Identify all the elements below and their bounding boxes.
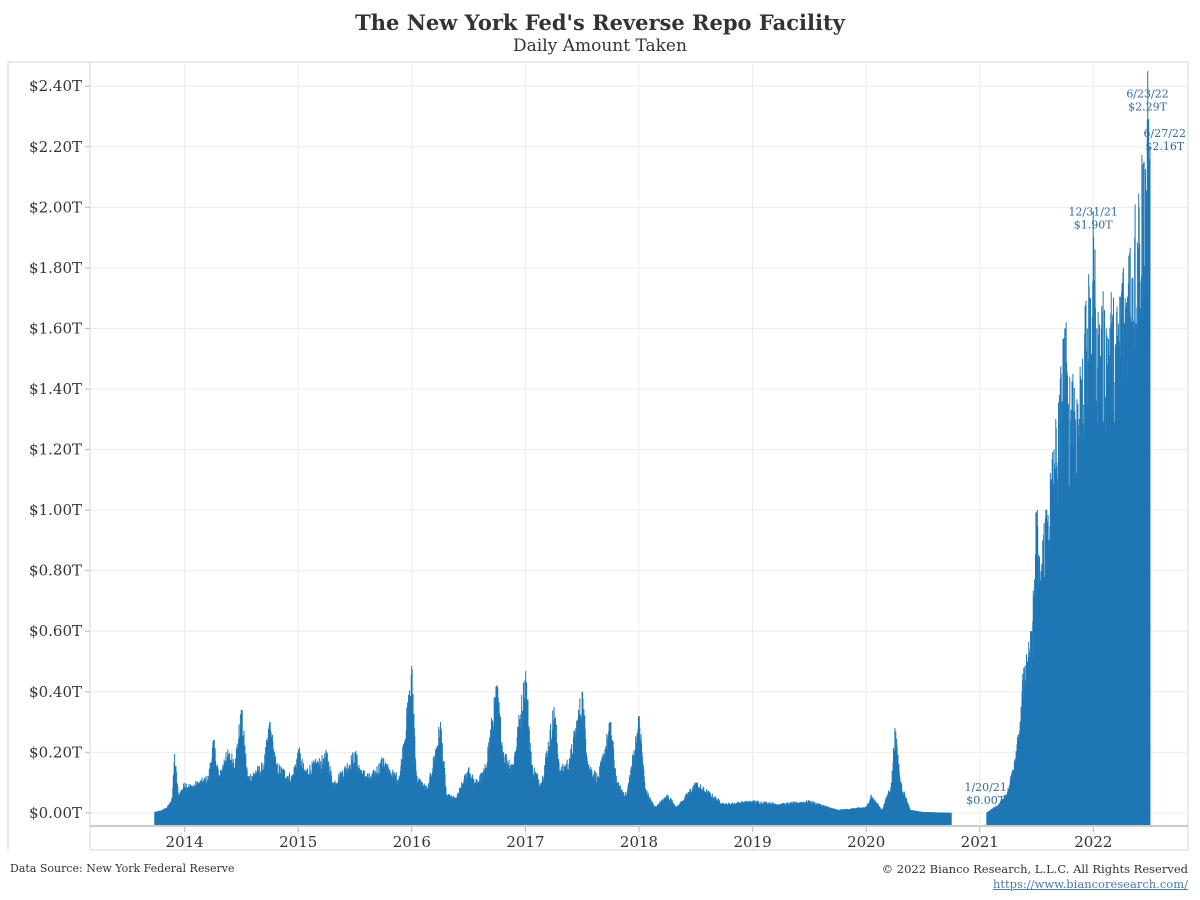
y-tick-label: $1.60T xyxy=(29,319,82,337)
y-tick-label: $0.60T xyxy=(29,622,82,640)
annotation-value-label: $2.16T xyxy=(1145,140,1184,153)
annotation-date-label: 6/23/22 xyxy=(1126,88,1168,101)
x-tick-label: 2014 xyxy=(166,833,204,851)
y-tick-label: $2.20T xyxy=(29,138,82,156)
x-tick-label: 2020 xyxy=(847,833,885,851)
bianco-research-link[interactable]: https://www.biancoresearch.com/ xyxy=(992,877,1188,891)
y-tick-label: $0.40T xyxy=(29,683,82,701)
daily-bar xyxy=(1149,146,1151,825)
y-tick-label: $0.00T xyxy=(29,804,82,822)
y-tick-label: $1.80T xyxy=(29,259,82,277)
annotation-value-label: $2.29T xyxy=(1128,101,1167,114)
x-tick-label: 2022 xyxy=(1074,833,1112,851)
x-tick-label: 2015 xyxy=(279,833,317,851)
x-tick-label: 2019 xyxy=(733,833,771,851)
annotation-value-label: $1.90T xyxy=(1074,219,1113,232)
x-tick-label: 2016 xyxy=(393,833,431,851)
annotation-date-label: 12/31/21 xyxy=(1069,206,1118,219)
x-tick-label: 2018 xyxy=(620,833,658,851)
chart-subtitle: Daily Amount Taken xyxy=(513,36,687,56)
bars-group xyxy=(154,71,1151,826)
annotation-date-label: 1/20/21 xyxy=(964,781,1006,794)
copyright-text: © 2022 Bianco Research, L.L.C. All Right… xyxy=(881,862,1188,876)
y-tick-label: $1.00T xyxy=(29,501,82,519)
y-tick-label: $1.20T xyxy=(29,441,82,459)
y-tick-label: $2.40T xyxy=(29,77,82,95)
x-tick-label: 2021 xyxy=(961,833,999,851)
y-tick-label: $0.80T xyxy=(29,562,82,580)
annotation-value-label: $0.00T xyxy=(966,794,1005,807)
copyright-block: © 2022 Bianco Research, L.L.C. All Right… xyxy=(882,862,1188,892)
y-tick-label: $1.40T xyxy=(29,380,82,398)
daily-bar xyxy=(950,812,952,825)
data-source-note: Data Source: New York Federal Reserve xyxy=(10,862,235,875)
annotation-date-label: 6/27/22 xyxy=(1144,127,1186,140)
x-tick-label: 2017 xyxy=(506,833,544,851)
y-tick-label: $2.00T xyxy=(29,198,82,216)
chart-title: The New York Fed's Reverse Repo Facility xyxy=(355,10,845,35)
y-tick-label: $0.20T xyxy=(29,743,82,761)
